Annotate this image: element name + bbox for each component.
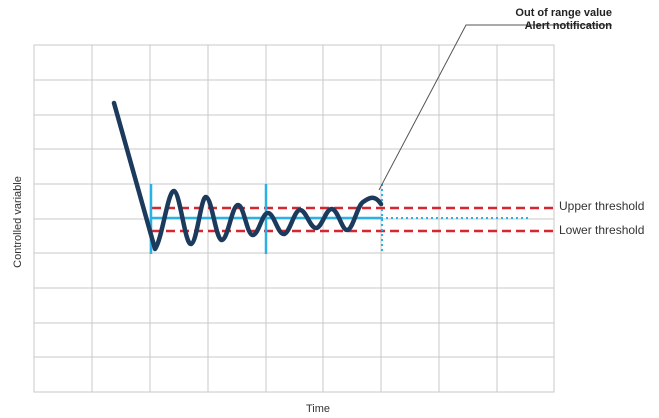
upper-threshold-label: Upper threshold <box>559 199 644 213</box>
process-signal-curve <box>111 100 384 252</box>
callout-line-1: Out of range value <box>515 7 612 19</box>
callout-line-2: Alert notification <box>525 20 613 32</box>
y-axis-label: Controlled variable <box>12 176 24 268</box>
lower-threshold-label: Lower threshold <box>559 223 644 237</box>
x-axis-label: Time <box>306 403 330 415</box>
callout-leader-line <box>378 24 612 191</box>
